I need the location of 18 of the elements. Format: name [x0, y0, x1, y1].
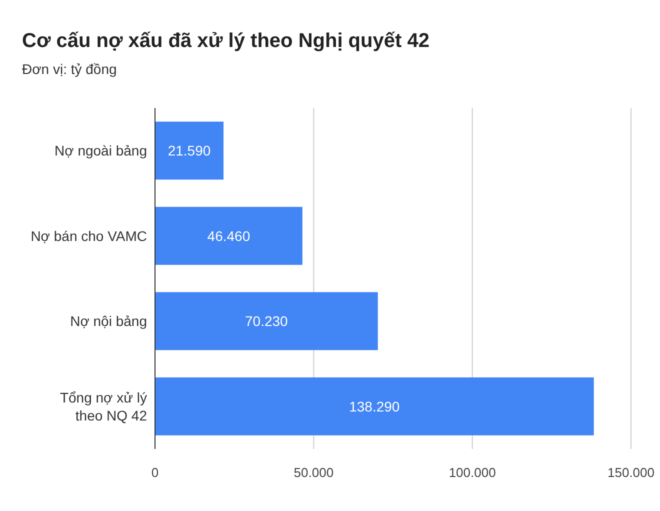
data-label: 46.460	[207, 228, 250, 244]
y-tick-label: Nợ nội bảng	[70, 313, 147, 330]
x-tick-label: 50.000	[294, 465, 334, 480]
x-tick-label: 150.000	[608, 465, 654, 480]
bar	[155, 206, 302, 265]
chart-title: Cơ cấu nợ xấu đã xử lý theo Nghị quyết 42	[22, 30, 430, 52]
x-tick-label: 100.000	[448, 465, 496, 480]
bar	[155, 292, 378, 350]
y-tick-label: Nợ ngoài bảng	[54, 142, 147, 159]
y-tick-label: Nợ bán cho VAMC	[30, 228, 147, 244]
bar	[155, 377, 594, 436]
data-label: 70.230	[245, 313, 288, 330]
bar	[155, 122, 224, 180]
y-tick-label: Tổng nợ xử lý theo NQ 42	[60, 389, 148, 424]
data-label: 21.590	[168, 142, 211, 159]
data-label: 138.290	[349, 398, 400, 414]
x-tick-label: 0	[151, 465, 159, 480]
chart-subtitle: Đơn vị: tỷ đồng	[22, 61, 117, 77]
